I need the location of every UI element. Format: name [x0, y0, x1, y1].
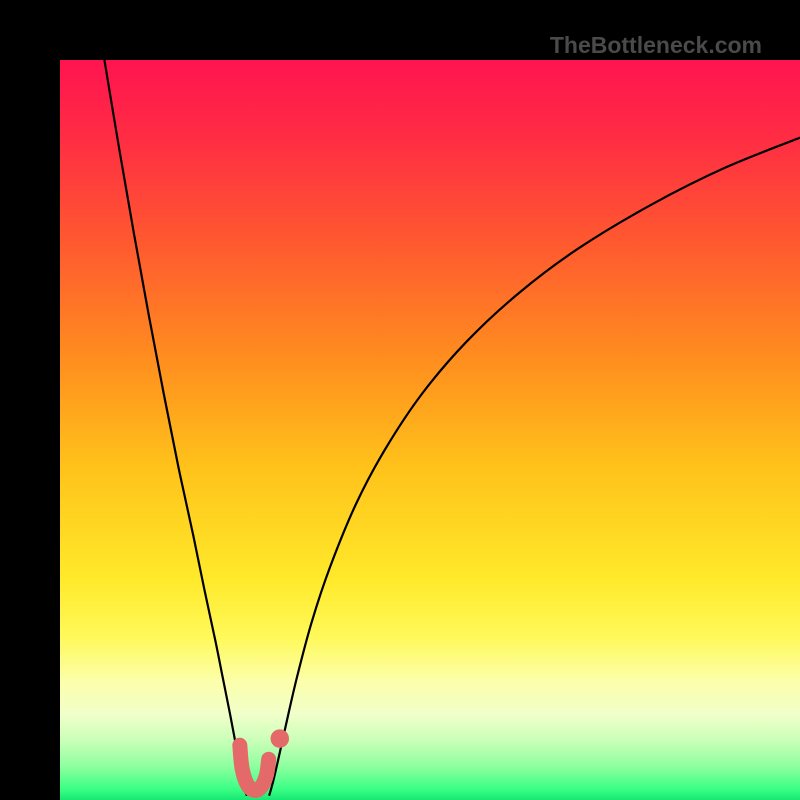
plot-svg	[60, 60, 800, 800]
plot-area	[60, 60, 800, 800]
optimal-marker-dot	[271, 729, 290, 748]
watermark-text: TheBottleneck.com	[550, 32, 762, 59]
chart-frame: TheBottleneck.com	[0, 0, 800, 800]
